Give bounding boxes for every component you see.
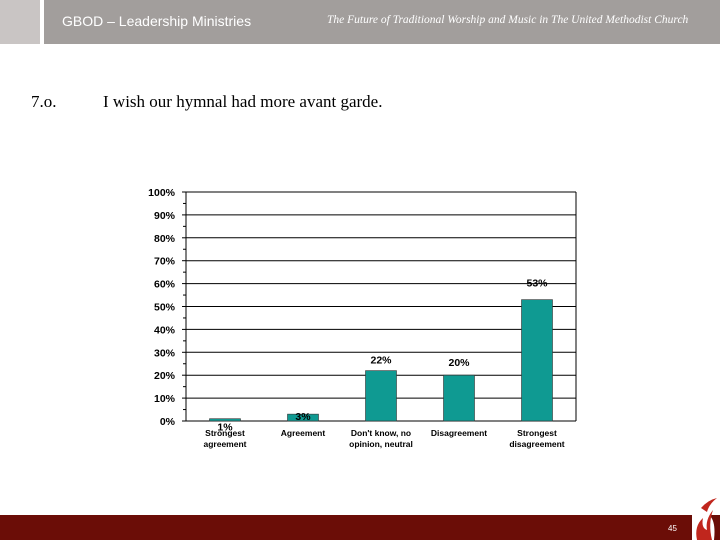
bar [521, 299, 553, 422]
flame-logo-icon [692, 496, 718, 540]
footer-bar [0, 515, 720, 540]
bar-value-label: 53% [526, 278, 548, 290]
x-category-label: Strongest [205, 428, 245, 438]
x-category-label: Strongest [517, 428, 557, 438]
item-number: 7.o. [31, 92, 57, 111]
deck-title: The Future of Traditional Worship and Mu… [327, 14, 689, 26]
x-category-label: Disagreement [431, 428, 487, 438]
header-left-strip [0, 0, 40, 44]
x-category-label: Agreement [281, 428, 326, 438]
bar-value-label: 22% [370, 355, 392, 367]
y-tick-label: 10% [154, 393, 176, 405]
org-name: GBOD – Leadership Ministries [62, 13, 252, 29]
y-tick-label: 100% [148, 187, 176, 199]
bar [443, 374, 475, 422]
y-tick-label: 0% [160, 416, 176, 428]
y-tick-label: 30% [154, 347, 176, 359]
y-tick-label: 70% [154, 256, 176, 268]
y-tick-label: 20% [154, 370, 176, 382]
y-tick-label: 60% [154, 279, 176, 291]
x-category-label: opinion, neutral [349, 439, 413, 449]
y-tick-label: 40% [154, 324, 176, 336]
bar-value-label: 20% [448, 357, 470, 369]
y-tick-label: 50% [154, 302, 176, 314]
y-tick-label: 90% [154, 210, 176, 222]
page-number: 45 [668, 524, 677, 533]
bar [209, 418, 241, 422]
question-text: I wish our hymnal had more avant garde. [103, 92, 383, 111]
x-category-label: disagreement [509, 439, 564, 449]
bar-value-label: 1% [217, 422, 233, 434]
bar [365, 370, 397, 422]
y-tick-label: 80% [154, 233, 176, 245]
header-band [44, 0, 720, 44]
x-category-label: agreement [204, 439, 247, 449]
survey-bar-chart: 0%10%20%30%40%50%60%70%80%90%100%1%Stron… [148, 187, 577, 449]
bar [287, 413, 319, 422]
x-category-label: Don't know, no [351, 428, 411, 438]
bar-value-label: 3% [295, 411, 311, 423]
